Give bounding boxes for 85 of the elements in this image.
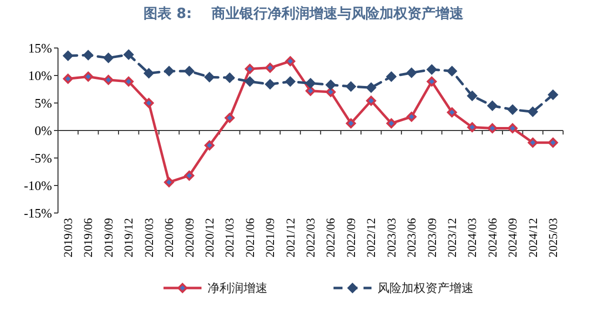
point [326,87,336,97]
legend-label: 风险加权资产增速 [378,281,474,296]
point [346,82,356,92]
x-tick-label: 2020/03 [142,218,156,258]
point [406,112,417,122]
point [184,170,194,181]
point [487,123,498,134]
point [306,78,316,88]
point [204,72,214,82]
point [63,74,73,84]
point [386,72,396,82]
point [487,100,498,111]
x-tick-label: 2021/06 [242,218,257,258]
x-tick-label: 2023/12 [444,218,459,258]
point [63,50,73,61]
x-tick-label: 2025/03 [546,218,560,258]
point [144,98,154,108]
point [366,96,376,106]
x-tick-label: 2024/09 [506,218,520,258]
x-tick-label: 2022/03 [304,218,318,258]
x-tick-label: 2022/12 [364,218,378,258]
point [528,106,538,117]
point [366,82,376,93]
point [164,177,174,188]
point [124,50,134,60]
legend-label: 净利润增速 [208,281,268,296]
point [548,138,558,148]
y-tick-label: 0% [34,123,52,138]
x-tick-label: 2024/06 [485,218,500,258]
x-tick-label: 2019/12 [122,218,136,258]
point [548,90,558,100]
y-tick-label: -15% [24,206,52,221]
point [306,86,316,96]
x-tick-label: 2024/12 [526,218,540,258]
point [83,72,94,82]
x-tick-label: 2022/06 [324,218,338,258]
point [103,74,114,85]
x-tick-label: 2021/12 [283,218,298,258]
x-tick-label: 2020/09 [182,218,196,258]
point [244,64,255,74]
y-tick-label: -5% [30,150,52,166]
x-tick-label: 2022/09 [344,218,358,258]
x-tick-label: 2023/03 [384,218,398,258]
point [265,62,276,73]
x-tick-label: 2024/03 [465,218,480,258]
point [285,76,296,87]
point [528,138,538,148]
point [467,90,478,101]
point [406,68,417,78]
x-tick-label: 2021/09 [263,218,278,258]
point [83,50,94,60]
x-tick-label: 2023/06 [404,218,419,258]
point [326,80,336,90]
y-tick-label: 10% [28,68,52,84]
x-tick-label: 2021/03 [222,218,237,258]
point [446,66,457,76]
x-tick-label: 2020/06 [162,218,176,258]
point [446,107,457,118]
point [426,64,437,74]
point [386,118,396,128]
y-tick-label: 5% [34,96,52,111]
point [467,122,478,132]
point [224,72,235,83]
x-tick-label: 2019/06 [81,218,96,258]
point [103,52,114,63]
x-tick-label: 2019/03 [61,218,75,258]
point [224,112,235,123]
point [508,104,518,115]
y-tick-label: 15% [28,40,52,56]
x-tick-label: 2019/09 [101,218,116,258]
point [265,79,276,90]
point [244,76,255,87]
point [426,76,437,87]
chart-title: 图表 8: 商业银行净利润增速与风险加权资产增速 [144,5,464,22]
point [144,68,154,78]
y-tick-label: -10% [24,178,52,194]
point [346,118,356,128]
x-tick-label: 2023/09 [424,218,439,258]
point [285,56,296,66]
point [508,123,518,134]
point [164,66,174,76]
point [204,140,214,150]
point [124,76,134,87]
point [184,66,194,76]
x-tick-label: 2020/12 [202,218,216,258]
